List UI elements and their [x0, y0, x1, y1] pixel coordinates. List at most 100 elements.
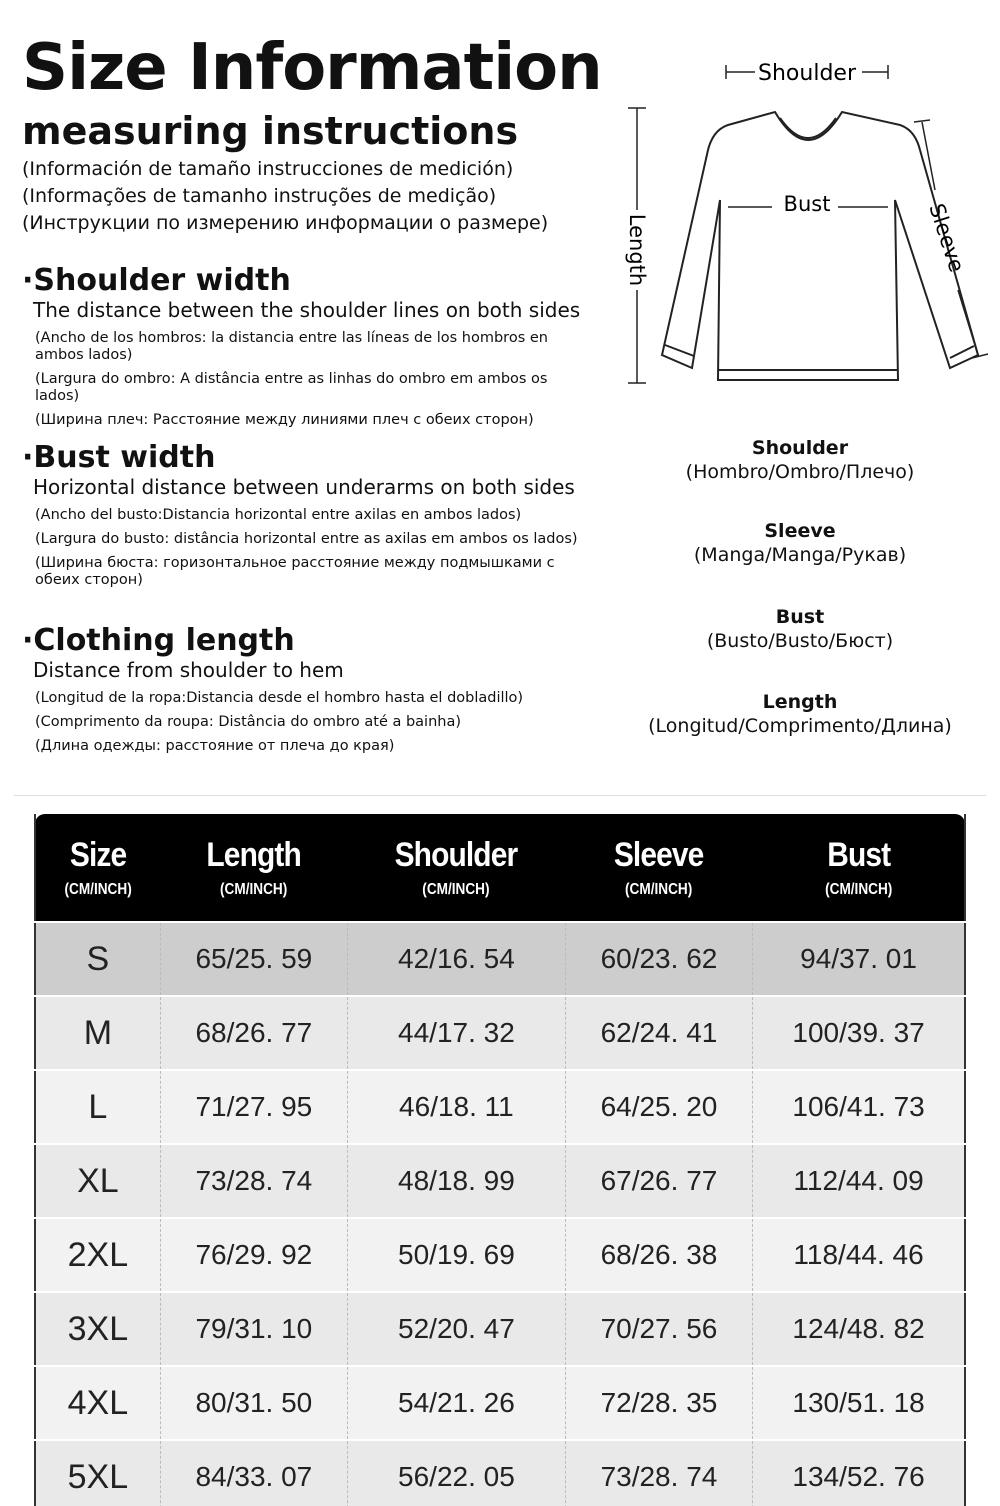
measurement-cell: 60/23. 62 [564, 921, 754, 997]
section-desc: The distance between the shoulder lines … [33, 298, 581, 322]
measurement-cell: 64/25. 20 [564, 1069, 754, 1145]
diagram-label-sleeve: Sleeve [924, 201, 969, 275]
size-cell: XL [34, 1143, 161, 1219]
section-translation: (Ширина бюста: горизонтальное расстояние… [35, 555, 555, 588]
translation-pt: (Informações de tamanho instruções de me… [22, 185, 497, 207]
shirt-outline [660, 110, 980, 381]
table-row: 2XL 76/29. 92 50/19. 69 68/26. 38 118/44. 46 [34, 1217, 966, 1293]
measurement-cell: 130/51. 18 [752, 1365, 966, 1441]
measurement-cell: 112/44. 09 [752, 1143, 966, 1219]
column-unit: (CM/INCH) [625, 881, 693, 898]
page-title: Size Information [22, 31, 603, 105]
section-translation: (Largura do ombro: A distância entre as … [35, 371, 548, 404]
measurement-cell: 94/37. 01 [752, 921, 966, 997]
measurement-cell: 106/41. 73 [752, 1069, 966, 1145]
measurement-cell: 67/26. 77 [564, 1143, 754, 1219]
legend-translation: (Manga/Manga/Рукав) [693, 544, 907, 566]
measurement-cell: 118/44. 46 [752, 1217, 966, 1293]
legend-bust: Bust (Busto/Busto/Бюст) [620, 605, 980, 653]
section-bust-width: ·Bust width Horizontal distance between … [22, 442, 582, 589]
measurement-cell: 68/26. 38 [564, 1217, 754, 1293]
measurement-cell: 65/25. 59 [159, 921, 348, 997]
measurement-cell: 100/39. 37 [752, 995, 966, 1071]
table-row: M 68/26. 77 44/17. 32 62/24. 41 100/39. 37 [34, 995, 966, 1071]
table-row: XL 73/28. 74 48/18. 99 67/26. 77 112/44. 09 [34, 1143, 966, 1219]
table-row: 3XL 79/31. 10 52/20. 47 70/27. 56 124/48. 82 [34, 1291, 966, 1367]
section-translation: (Largura do busto: distância horizontal … [35, 531, 578, 547]
diagram-label-length: Length [625, 214, 649, 286]
section-desc: Horizontal distance between underarms on… [33, 475, 575, 499]
section-desc: Distance from shoulder to hem [33, 658, 344, 682]
measurement-cell: 46/18. 11 [346, 1069, 566, 1145]
section-clothing-length: ·Clothing length Distance from shoulder … [22, 625, 582, 755]
column-title: Size [69, 836, 127, 874]
legend-term: Bust [775, 606, 825, 628]
measurement-cell: 124/48. 82 [752, 1291, 966, 1367]
column-header-length: Length (CM/INCH) [160, 814, 348, 922]
measure-lines [628, 65, 989, 384]
translation-ru: (Инструкции по измерению информации о ра… [22, 212, 549, 234]
column-header-shoulder: Shoulder (CM/INCH) [347, 814, 566, 922]
legend-length: Length (Longitud/Comprimento/Длина) [620, 690, 980, 738]
column-unit: (CM/INCH) [220, 881, 288, 898]
column-title: Bust [826, 836, 891, 874]
legend-shoulder: Shoulder (Hombro/Ombro/Плечо) [620, 436, 980, 484]
legend-term: Sleeve [764, 520, 836, 542]
measurement-cell: 134/52. 76 [752, 1439, 966, 1506]
column-title: Sleeve [614, 836, 704, 874]
section-translation: (Ширина плеч: Расстояние между линиями п… [35, 412, 534, 428]
section-translation: (Длина одежды: расстояние от плеча до кр… [35, 738, 395, 754]
measurement-cell: 73/28. 74 [159, 1143, 348, 1219]
section-title: ·Bust width [22, 440, 216, 475]
legend-sleeve: Sleeve (Manga/Manga/Рукав) [620, 519, 980, 567]
measurement-cell: 84/33. 07 [159, 1439, 348, 1506]
subtitle-translations: (Información de tamaño instrucciones de … [22, 156, 548, 237]
section-title: ·Shoulder width [22, 263, 291, 298]
section-translation: (Ancho del busto:Distancia horizontal en… [35, 507, 522, 523]
legend-term: Shoulder [751, 437, 849, 459]
size-cell: M [34, 995, 161, 1071]
measurement-cell: 71/27. 95 [159, 1069, 348, 1145]
legend-translation: (Longitud/Comprimento/Длина) [648, 715, 952, 737]
size-cell: 2XL [34, 1217, 161, 1293]
table-row: S 65/25. 59 42/16. 54 60/23. 62 94/37. 01 [34, 921, 966, 997]
size-cell: 3XL [34, 1291, 161, 1367]
table-header-row: Size (CM/INCH) Length (CM/INCH) Shoulder (CM/… [35, 814, 965, 922]
column-title: Length [206, 836, 302, 874]
measurement-cell: 54/21. 26 [346, 1365, 566, 1441]
section-shoulder-width: ·Shoulder width The distance between the… [22, 265, 582, 429]
section-translation: (Comprimento da roupa: Distância do ombr… [35, 714, 462, 730]
column-unit: (CM/INCH) [824, 881, 892, 898]
section-translation: (Ancho de los hombros: la distancia entr… [35, 330, 548, 363]
translation-es: (Información de tamaño instrucciones de … [22, 158, 514, 180]
column-header-size: Size (CM/INCH) [35, 814, 161, 922]
column-header-bust: Bust (CM/INCH) [752, 814, 965, 922]
table-row: 5XL 84/33. 07 56/22. 05 73/28. 74 134/52. 76 [34, 1439, 966, 1506]
table-row: L 71/27. 95 46/18. 11 64/25. 20 106/41. 73 [34, 1069, 966, 1145]
diagram-label-bust: Bust [784, 192, 831, 216]
shirt-measurement-diagram: Shoulder Bust Length Sleeve [625, 61, 989, 384]
size-cell: L [34, 1069, 161, 1145]
section-title: ·Clothing length [22, 623, 295, 658]
measurement-cell: 76/29. 92 [159, 1217, 348, 1293]
column-title: Shoulder [395, 836, 519, 874]
measurement-cell: 73/28. 74 [564, 1439, 754, 1506]
column-unit: (CM/INCH) [422, 881, 491, 898]
measurement-cell: 56/22. 05 [346, 1439, 566, 1506]
measurement-cell: 72/28. 35 [564, 1365, 754, 1441]
measurement-cell: 70/27. 56 [564, 1291, 754, 1367]
size-table-container: Size (CM/INCH) Length (CM/INCH) Shoulder (CM/… [14, 795, 986, 1506]
table-row: 4XL 80/31. 50 54/21. 26 72/28. 35 130/51. 18 [34, 1365, 966, 1441]
legend-translation: (Busto/Busto/Бюст) [706, 630, 894, 652]
measurement-cell: 80/31. 50 [159, 1365, 348, 1441]
column-header-sleeve: Sleeve (CM/INCH) [565, 814, 753, 922]
measurement-cell: 50/19. 69 [346, 1217, 566, 1293]
section-translation: (Longitud de la ropa:Distancia desde el … [35, 690, 524, 706]
page-subtitle: measuring instructions [22, 109, 519, 153]
diagram-label-shoulder: Shoulder [758, 61, 857, 86]
measurement-cell: 44/17. 32 [346, 995, 566, 1071]
measurement-cell: 79/31. 10 [159, 1291, 348, 1367]
measurement-cell: 68/26. 77 [159, 995, 348, 1071]
legend-term: Length [762, 691, 838, 713]
